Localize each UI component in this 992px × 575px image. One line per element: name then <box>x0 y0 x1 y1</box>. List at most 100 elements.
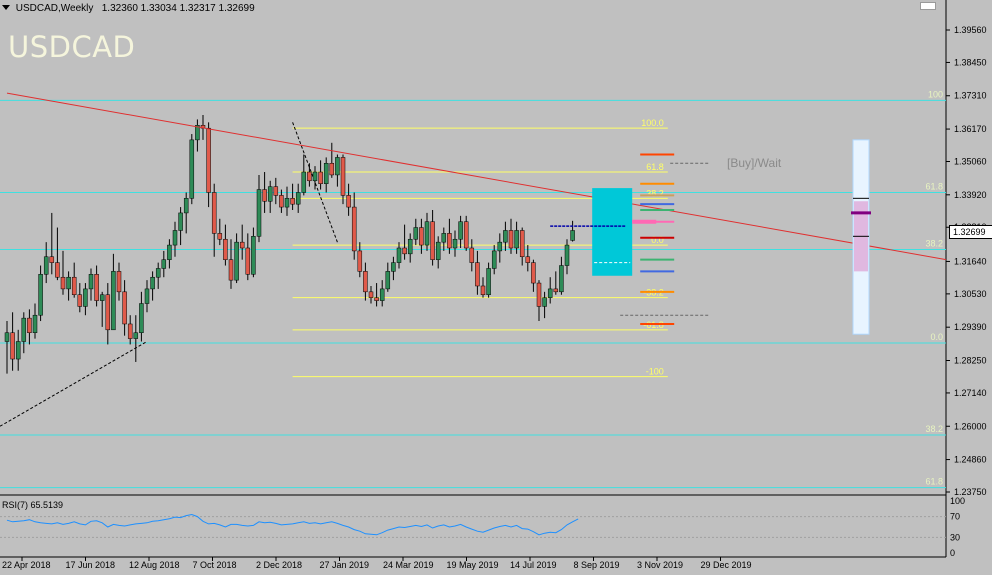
candle-body <box>256 189 262 237</box>
candle-body <box>295 192 301 205</box>
candle-body <box>116 271 122 293</box>
candle-body <box>211 192 217 234</box>
candle-body <box>531 262 536 284</box>
candle-body <box>15 341 21 360</box>
candle-body <box>122 291 127 325</box>
candle-body <box>273 186 279 196</box>
candle-body <box>413 227 419 240</box>
candle-body <box>195 125 200 141</box>
candle-body <box>301 171 307 193</box>
candle-body <box>284 198 290 208</box>
candle-body <box>32 314 38 333</box>
candle-body <box>223 238 228 260</box>
time-tick-label: 17 Jun 2018 <box>66 560 116 570</box>
candle-body <box>480 285 486 296</box>
candle-body <box>346 195 351 208</box>
candle-body <box>407 238 413 255</box>
price-tick-label: 1.29390 <box>954 322 987 332</box>
candle-body <box>351 206 357 252</box>
candle-body <box>519 230 525 258</box>
candle-body <box>183 198 189 214</box>
candle-body <box>385 271 391 290</box>
candle-body <box>267 186 273 202</box>
candle-body <box>83 288 88 307</box>
candle-body <box>452 238 458 249</box>
candle-body <box>105 294 111 331</box>
price-tick-label: 1.23750 <box>954 487 987 497</box>
fib-label: 61.8 <box>646 162 664 172</box>
candle-body <box>133 332 139 339</box>
candle-body <box>340 157 346 196</box>
candle-body <box>335 157 340 176</box>
candle-body <box>206 127 211 193</box>
candle-body <box>570 230 575 241</box>
entry-zone-box <box>592 188 633 276</box>
time-tick-label: 29 Dec 2019 <box>701 560 752 570</box>
price-tick-label: 1.27140 <box>954 388 987 398</box>
symbol-watermark: USDCAD <box>8 30 136 64</box>
current-price-tag: 1.32699 <box>949 225 992 239</box>
candle-body <box>368 291 374 298</box>
chart-header: USDCAD,Weekly 1.32360 1.33034 1.32317 1.… <box>2 3 255 14</box>
candle-body <box>447 233 452 249</box>
candle-body <box>178 212 183 231</box>
candle-body <box>435 241 441 260</box>
candle-body <box>234 241 239 281</box>
signal-label: [Buy]/Wait <box>727 156 782 170</box>
candle-body <box>245 247 251 275</box>
price-tick-label: 1.24860 <box>954 455 987 465</box>
candle-body <box>419 227 424 246</box>
candle-body <box>491 250 497 269</box>
price-tick-label: 1.26000 <box>954 421 987 431</box>
candle-body <box>290 198 295 205</box>
candle-body <box>536 282 542 307</box>
rsi-axis-label: 30 <box>950 532 960 542</box>
level-label: 38.2 <box>925 424 943 434</box>
fib-label: 100.0 <box>641 118 664 128</box>
rsi-axis-label: 100 <box>950 496 965 506</box>
rsi-axis-label: 0 <box>950 548 955 558</box>
fib-anchor-line <box>292 122 338 243</box>
candle-body <box>279 195 284 208</box>
candle-body <box>21 317 27 342</box>
candle-body <box>391 262 396 272</box>
candle-body <box>55 262 60 278</box>
candle-body <box>357 250 363 272</box>
candle-body <box>547 288 553 298</box>
candle-body <box>559 265 564 293</box>
candle-body <box>38 274 43 316</box>
candle-body <box>111 271 116 331</box>
candle-body <box>430 221 435 260</box>
candle-body <box>329 163 335 176</box>
support-trendline <box>0 341 148 427</box>
candle-body <box>379 288 385 301</box>
candle-body <box>323 163 329 184</box>
candle-body <box>441 233 447 243</box>
fib-label: 38.2 <box>646 188 664 198</box>
window-control-icon[interactable] <box>920 2 936 10</box>
level-label: 61.8 <box>925 181 943 191</box>
candle-body <box>475 262 480 287</box>
price-tick-label: 1.31640 <box>954 256 987 266</box>
price-tick-label: 1.38450 <box>954 57 987 67</box>
candle-body <box>71 276 77 296</box>
candle-body <box>4 332 10 342</box>
candle-body <box>374 297 379 301</box>
candle-body <box>363 271 368 293</box>
candle-body <box>217 233 223 240</box>
candle-body <box>150 276 155 290</box>
candle-body <box>94 274 99 301</box>
candle-body <box>127 323 133 339</box>
candle-body <box>155 268 161 278</box>
time-tick-label: 24 Mar 2019 <box>383 560 434 570</box>
candle-body <box>10 332 15 360</box>
time-tick-label: 27 Jan 2019 <box>320 560 370 570</box>
level-label: 100 <box>928 89 943 99</box>
candle-body <box>503 230 508 243</box>
chevron-down-icon[interactable] <box>2 5 10 10</box>
price-tick-label: 1.33920 <box>954 190 987 200</box>
time-tick-label: 12 Aug 2018 <box>129 560 180 570</box>
fib-label: 0.0 <box>651 235 664 245</box>
